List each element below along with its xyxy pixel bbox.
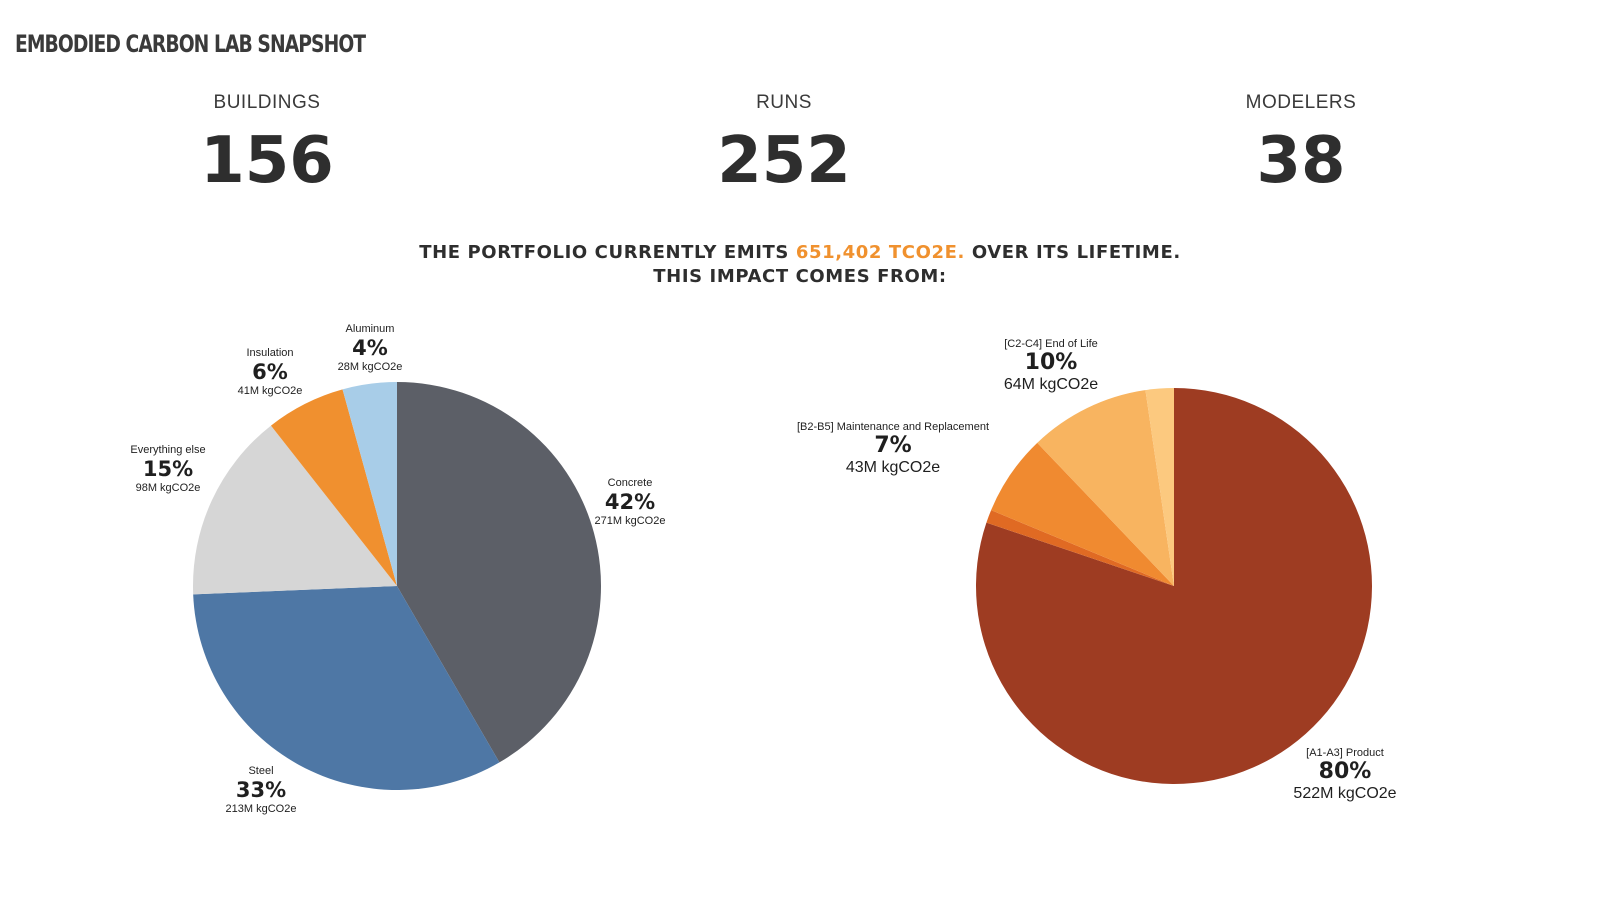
- slice-name-concrete: Concrete: [607, 477, 653, 489]
- slice-label-concrete: Concrete 42% 271M kgCO2e: [595, 477, 666, 527]
- slice-amt-insulation: 41M kgCO2e: [237, 385, 303, 397]
- slice-name-a1-a3-product: [A1-A3] Product: [1306, 747, 1384, 759]
- pie-slice-unlabeled-1: [986, 510, 1174, 586]
- stat-runs-label: RUNS: [756, 92, 812, 113]
- slice-name-steel: Steel: [248, 765, 274, 777]
- headline-line-2: THIS IMPACT COMES FROM:: [653, 266, 947, 287]
- stat-runs: RUNS 252: [634, 92, 934, 196]
- slice-pct-b2-b5-maintenance-and-replacement: 7%: [874, 433, 912, 458]
- slice-pct-aluminum: 4%: [352, 336, 388, 360]
- pie-slice-steel: [193, 586, 500, 791]
- pie-slice-b2-b5-maintenance-and-replacement: [991, 442, 1174, 586]
- stat-modelers-label: MODELERS: [1245, 92, 1357, 113]
- stat-buildings-label: BUILDINGS: [213, 92, 321, 113]
- headline: THE PORTFOLIO CURRENTLY EMITS 651,402 TC…: [0, 241, 1600, 289]
- slice-pct-a1-a3-product: 80%: [1318, 759, 1372, 784]
- slice-name-everything-else: Everything else: [130, 444, 206, 456]
- stat-buildings-value: 156: [200, 124, 334, 198]
- slice-amt-b2-b5-maintenance-and-replacement: 43M kgCO2e: [845, 459, 941, 476]
- headline-prefix: THE PORTFOLIO CURRENTLY EMITS: [419, 242, 796, 263]
- slice-label-steel: Steel 33% 213M kgCO2e: [226, 765, 297, 815]
- slice-name-aluminum: Aluminum: [345, 323, 395, 335]
- slice-label-insulation: Insulation 6% 41M kgCO2e: [238, 347, 303, 397]
- headline-suffix: OVER ITS LIFETIME.: [964, 242, 1181, 263]
- slice-pct-concrete: 42%: [604, 490, 656, 514]
- slice-amt-c2-c4-end-of-life: 64M kgCO2e: [1003, 376, 1099, 393]
- slice-name-b2-b5-maintenance-and-replacement: [B2-B5] Maintenance and Replacement: [796, 421, 990, 433]
- slice-label-aluminum: Aluminum 4% 28M kgCO2e: [338, 323, 403, 373]
- slice-amt-concrete: 271M kgCO2e: [594, 515, 666, 527]
- slice-amt-aluminum: 28M kgCO2e: [337, 361, 403, 373]
- slice-amt-everything-else: 98M kgCO2e: [135, 482, 201, 494]
- headline-line-1: THE PORTFOLIO CURRENTLY EMITS 651,402 TC…: [0, 241, 1600, 265]
- slice-amt-a1-a3-product: 522M kgCO2e: [1293, 785, 1397, 802]
- headline-total-emissions: 651,402 TCO2E.: [795, 242, 965, 263]
- slice-name-insulation: Insulation: [246, 347, 294, 359]
- slice-label-b2-b5-maintenance-and-replacement: [B2-B5] Maintenance and Replacement 7% 43M…: [797, 421, 989, 477]
- slice-name-c2-c4-end-of-life: [C2-C4] End of Life: [1004, 338, 1098, 350]
- stat-buildings: BUILDINGS 156: [117, 92, 417, 196]
- pie-slice-unlabeled-4: [1145, 388, 1174, 586]
- slice-amt-steel: 213M kgCO2e: [225, 803, 297, 815]
- slice-label-a1-a3-product: [A1-A3] Product 80% 522M kgCO2e: [1293, 747, 1396, 803]
- stat-runs-value: 252: [717, 124, 851, 198]
- page-title: EMBODIED CARBON LAB SNAPSHOT: [15, 30, 366, 58]
- stat-modelers-value: 38: [1256, 124, 1346, 198]
- slice-label-everything-else: Everything else 15% 98M kgCO2e: [130, 444, 205, 494]
- pie-slice-everything-else: [192, 425, 397, 595]
- pie-slice-aluminum: [342, 382, 397, 586]
- pie-chart-materials: [192, 382, 601, 791]
- pie-slice-c2-c4-end-of-life: [1037, 390, 1174, 586]
- stat-modelers: MODELERS 38: [1151, 92, 1451, 196]
- pie-slice-a1-a3-product: [975, 388, 1372, 784]
- pie-slice-insulation: [270, 389, 397, 586]
- slice-pct-everything-else: 15%: [142, 457, 194, 481]
- slice-pct-insulation: 6%: [252, 360, 288, 384]
- pie-chart-lifecycle-stages: [975, 388, 1372, 784]
- slice-label-c2-c4-end-of-life: [C2-C4] End of Life 10% 64M kgCO2e: [1004, 338, 1098, 394]
- slice-pct-steel: 33%: [235, 778, 287, 802]
- slice-pct-c2-c4-end-of-life: 10%: [1024, 350, 1078, 375]
- pie-slice-concrete: [397, 382, 601, 763]
